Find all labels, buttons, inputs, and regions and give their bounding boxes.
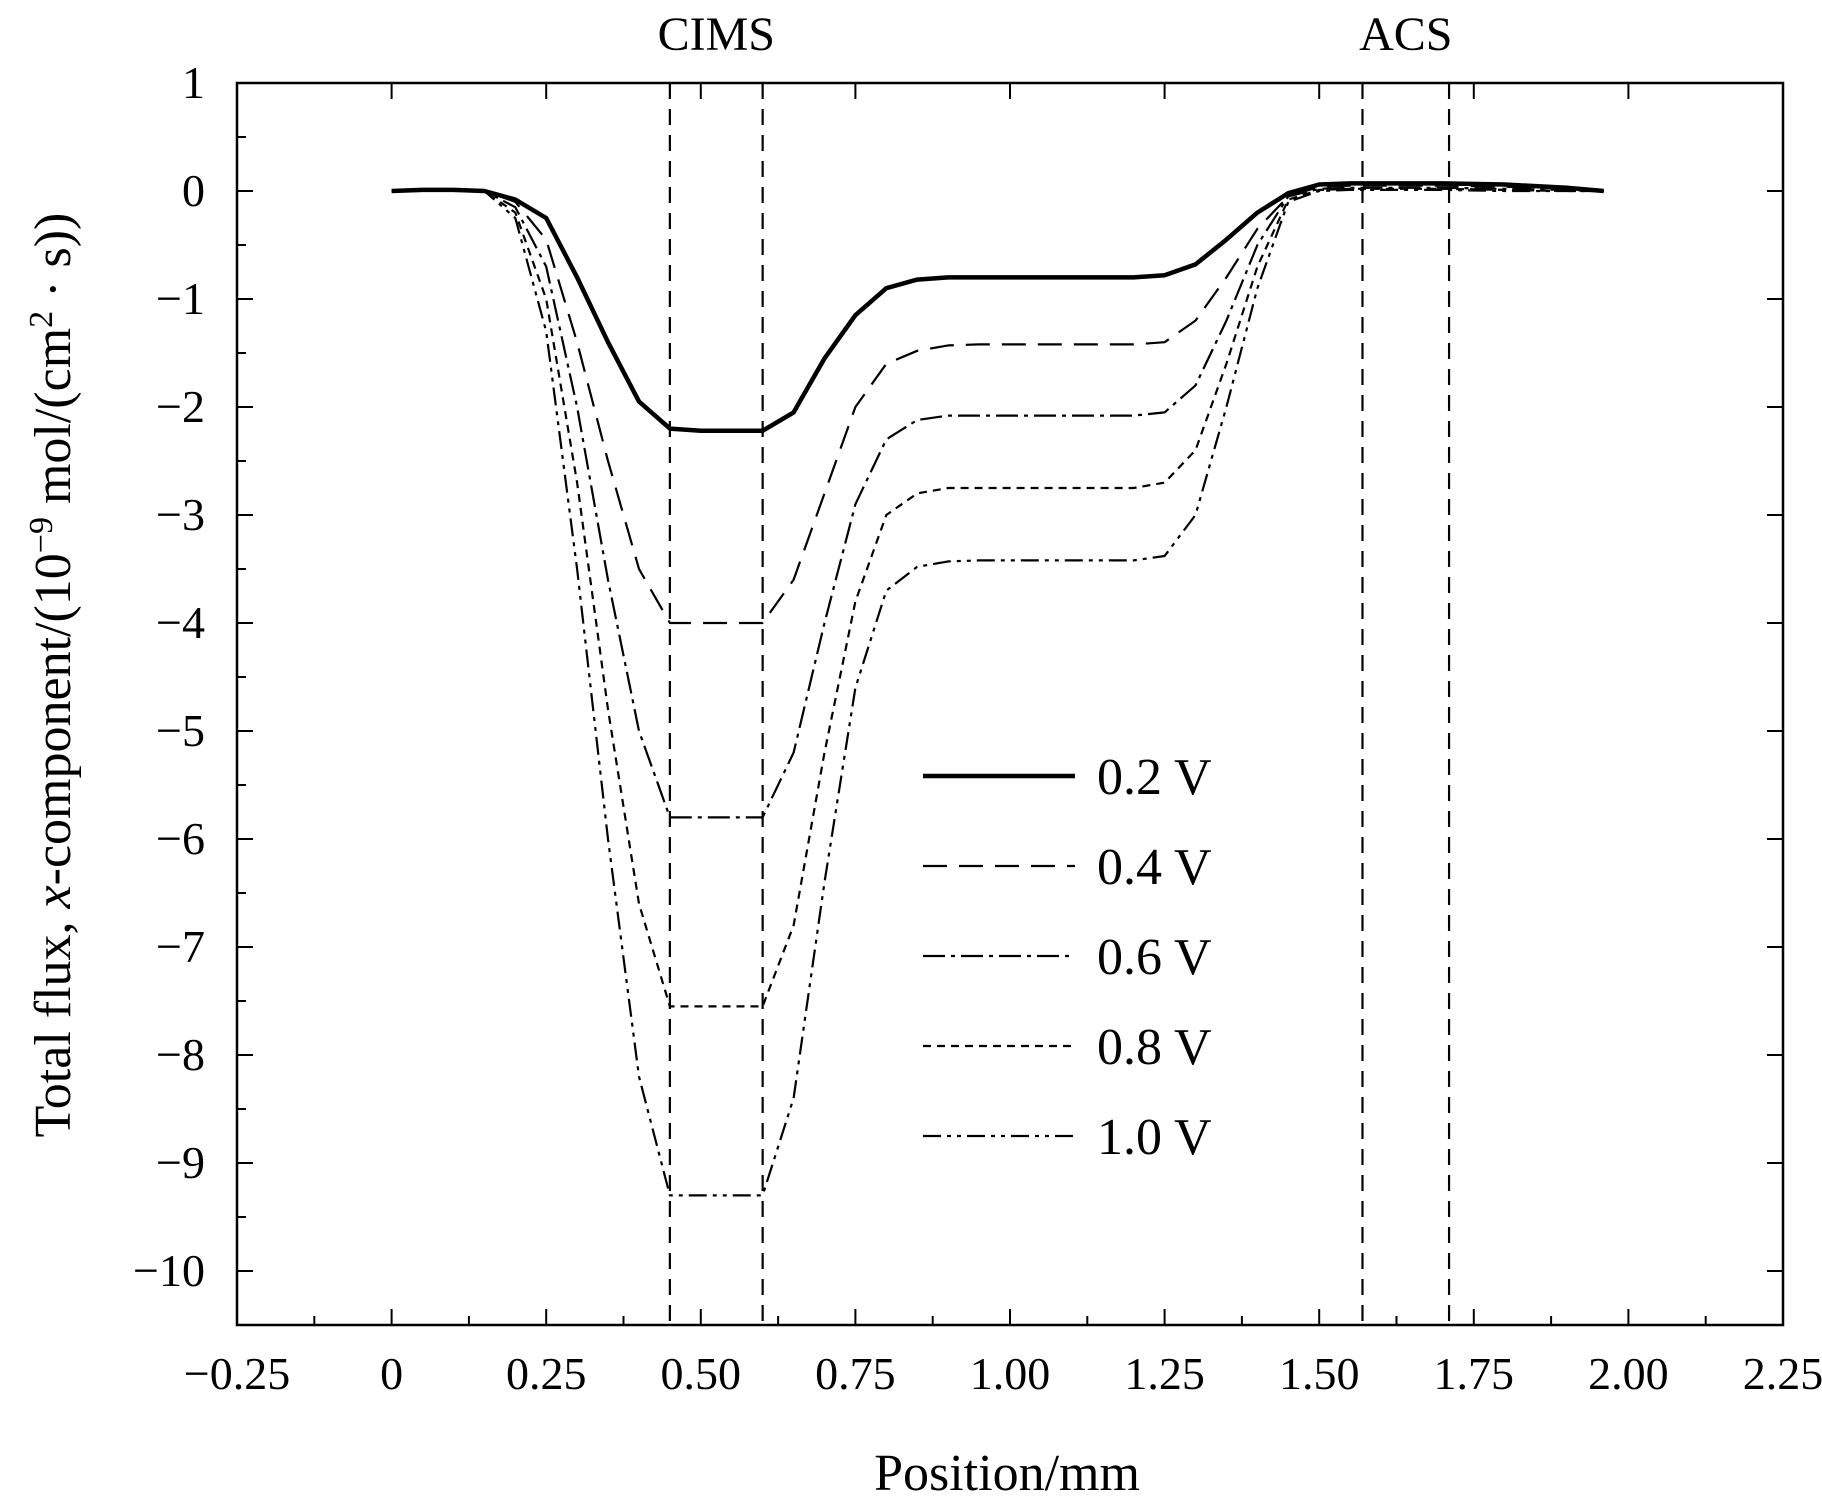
x-tick-label: 1.50 bbox=[1279, 1348, 1360, 1399]
y-axis-label: Total flux, x-component/(10−9 mol/(cm2 ·… bbox=[23, 213, 82, 1138]
y-tick-label: −1 bbox=[156, 273, 205, 324]
x-tick-label: 0.50 bbox=[661, 1348, 742, 1399]
legend-label: 0.6 V bbox=[1097, 929, 1212, 986]
series-line bbox=[391, 184, 1604, 625]
x-axis-label: Position/mm bbox=[874, 1445, 1140, 1502]
y-axis-label-exponent: −9 bbox=[23, 517, 60, 553]
legend-label: 0.4 V bbox=[1097, 839, 1212, 896]
y-axis-label-mid2: mol/(cm bbox=[25, 328, 82, 517]
legend-label: 0.2 V bbox=[1097, 749, 1212, 806]
y-axis-label-prefix: Total flux, bbox=[25, 908, 82, 1137]
y-axis-label-exponent2: 2 bbox=[23, 311, 60, 328]
legend-label: 1.0 V bbox=[1097, 1109, 1212, 1166]
y-axis-label-suffix: · s)) bbox=[25, 213, 82, 311]
region-label: CIMS bbox=[658, 8, 775, 61]
y-tick-label: −8 bbox=[156, 1029, 205, 1080]
axis-ticks: −0.25 0 0.25 0.50 0.75 1.00 1.25 1.50 1.75 2.00 2.… bbox=[133, 57, 1822, 1399]
region-label: ACS bbox=[1359, 8, 1452, 61]
y-tick-label: −6 bbox=[156, 813, 205, 864]
legend: 0.2 V 0.4 V 0.6 V 0.8 V 1.0 V bbox=[923, 749, 1212, 1166]
series-line bbox=[391, 186, 1604, 819]
series-lines bbox=[391, 181, 1604, 1197]
series-line bbox=[391, 181, 1604, 434]
y-tick-label: −7 bbox=[156, 921, 205, 972]
x-tick-label: −0.25 bbox=[184, 1348, 290, 1399]
y-tick-label: −9 bbox=[156, 1137, 205, 1188]
x-tick-label: 2.00 bbox=[1588, 1348, 1669, 1399]
series-line bbox=[391, 188, 1604, 1197]
y-tick-label: −3 bbox=[156, 489, 205, 540]
legend-label: 0.8 V bbox=[1097, 1019, 1212, 1076]
x-tick-label: 0.75 bbox=[815, 1348, 896, 1399]
y-tick-label: −4 bbox=[156, 597, 205, 648]
x-tick-label: 1.75 bbox=[1434, 1348, 1515, 1399]
y-tick-label: −10 bbox=[133, 1245, 205, 1296]
y-axis-label-italic: x bbox=[25, 885, 82, 909]
x-tick-label: 2.25 bbox=[1743, 1348, 1822, 1399]
y-axis-label-mid: -component/(10 bbox=[25, 553, 82, 885]
x-tick-label: 0 bbox=[380, 1348, 403, 1399]
y-tick-label: −2 bbox=[156, 381, 205, 432]
x-tick-label: 1.00 bbox=[970, 1348, 1051, 1399]
x-tick-label: 0.25 bbox=[506, 1348, 587, 1399]
region-markers: CIMS ACS bbox=[658, 8, 1452, 1325]
y-tick-label: −5 bbox=[156, 705, 205, 756]
y-tick-label: 1 bbox=[182, 57, 205, 108]
x-tick-label: 1.25 bbox=[1124, 1348, 1205, 1399]
y-tick-label: 0 bbox=[182, 165, 205, 216]
